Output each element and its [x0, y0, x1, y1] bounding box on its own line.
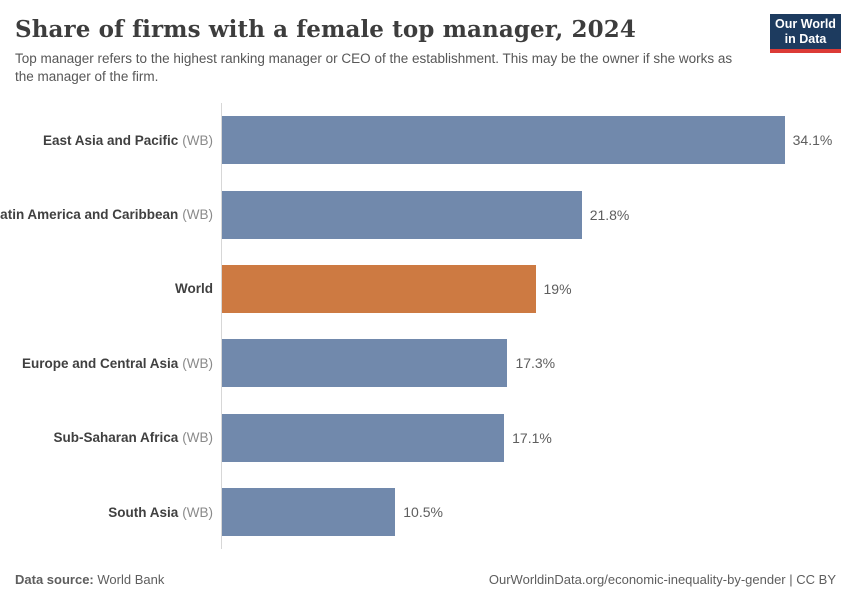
bar-cell: 17.1%	[221, 400, 850, 475]
attribution: OurWorldinData.org/economic-inequality-b…	[489, 572, 836, 587]
value-label: 19%	[543, 280, 572, 297]
bar-cell: 19%	[221, 251, 850, 327]
bar-row: East Asia and Pacific (WB) 34.1%	[0, 103, 850, 178]
value-label: 34.1%	[792, 132, 833, 149]
row-label: Sub-Saharan Africa (WB)	[0, 401, 221, 475]
bar-row: Sub-Saharan Africa (WB) 17.1%	[0, 400, 850, 475]
entity-suffix: (WB)	[182, 430, 213, 446]
bar[interactable]	[222, 339, 508, 388]
attribution-separator: |	[789, 572, 793, 587]
bar[interactable]	[222, 413, 505, 462]
row-label: South Asia (WB)	[0, 475, 221, 549]
bar-cell: 10.5%	[221, 474, 850, 550]
attribution-license: CC BY	[796, 572, 836, 587]
entity-label: South Asia	[108, 504, 179, 520]
datasource-label: Data source:	[15, 572, 94, 587]
entity-suffix: (WB)	[182, 504, 213, 520]
entity-label: Latin America and Caribbean	[0, 207, 179, 223]
entity-suffix: (WB)	[182, 355, 213, 371]
row-label: World	[0, 252, 221, 326]
row-label: East Asia and Pacific (WB)	[0, 103, 221, 177]
owid-logo-line1: Our World	[775, 17, 836, 31]
owid-logo-line2: in Data	[784, 32, 827, 46]
bar[interactable]	[222, 264, 536, 313]
bar-cell: 17.3%	[221, 326, 850, 401]
chart-header: Share of firms with a female top manager…	[0, 0, 850, 86]
owid-logo[interactable]: Our World in Data	[770, 14, 841, 53]
chart-footer: Data source: World Bank OurWorldinData.o…	[15, 572, 836, 587]
row-label: Latin America and Caribbean (WB)	[0, 177, 221, 251]
bar-row: World 19%	[0, 251, 850, 327]
bar-row: Europe and Central Asia (WB) 17.3%	[0, 326, 850, 401]
value-label: 21.8%	[589, 206, 630, 223]
datasource-value: World Bank	[97, 572, 165, 587]
entity-suffix: (WB)	[182, 207, 213, 223]
chart-title: Share of firms with a female top manager…	[15, 16, 636, 43]
bar-row: Latin America and Caribbean (WB) 21.8%	[0, 177, 850, 252]
row-label: Europe and Central Asia (WB)	[0, 326, 221, 400]
bar[interactable]	[222, 488, 396, 537]
bar-row: South Asia (WB) 10.5%	[0, 474, 850, 550]
entity-label: World	[175, 281, 213, 297]
entity-label: Sub-Saharan Africa	[53, 430, 179, 446]
entity-suffix: (WB)	[182, 132, 213, 148]
bar-cell: 34.1%	[221, 103, 850, 178]
bar-chart: East Asia and Pacific (WB) 34.1% Latin A…	[0, 103, 850, 550]
bar-cell: 21.8%	[221, 177, 850, 252]
value-label: 10.5%	[403, 504, 443, 521]
chart-subtitle: Top manager refers to the highest rankin…	[15, 51, 733, 84]
datasource: Data source: World Bank	[15, 572, 164, 587]
value-label: 17.3%	[515, 355, 556, 372]
entity-label: Europe and Central Asia	[21, 355, 179, 371]
bar[interactable]	[222, 116, 785, 165]
value-label: 17.1%	[512, 429, 552, 446]
entity-label: East Asia and Pacific	[42, 132, 179, 148]
attribution-url[interactable]: OurWorldinData.org/economic-inequality-b…	[488, 572, 786, 587]
bar[interactable]	[222, 190, 582, 239]
